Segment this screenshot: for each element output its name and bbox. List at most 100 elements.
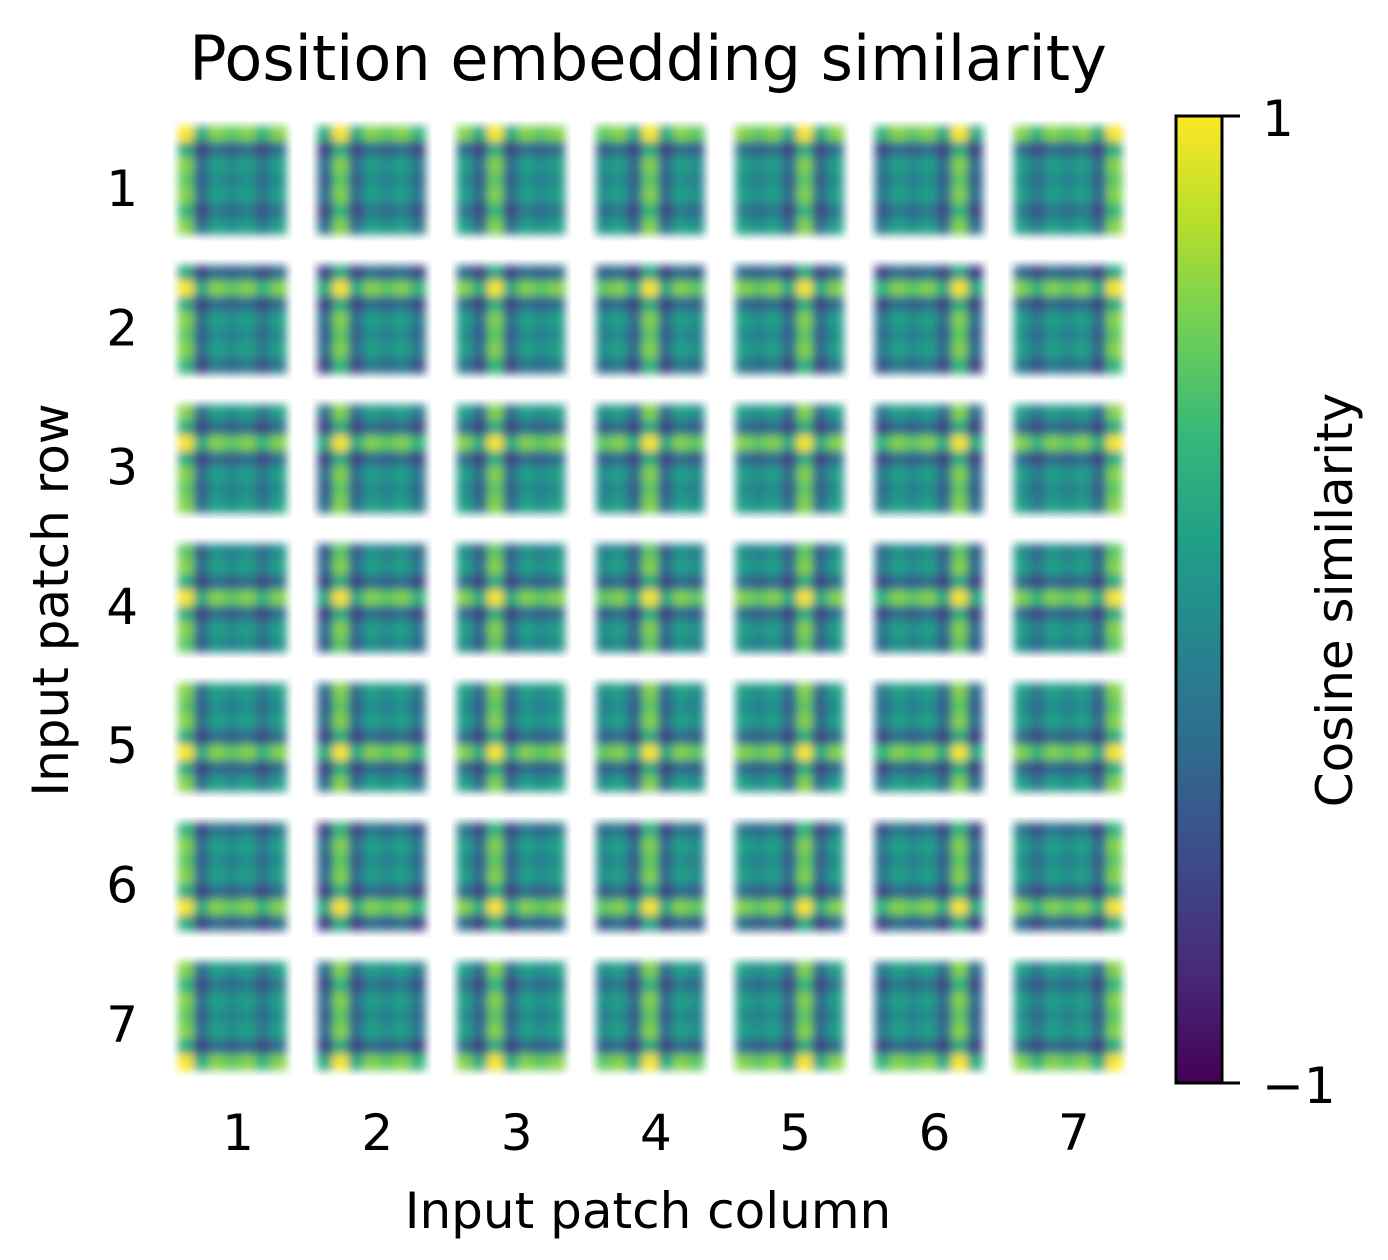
heatmap-pixel [379,311,396,328]
heatmap-pixel [1075,1008,1092,1025]
heatmap-pixel [889,744,906,761]
heatmap-pixel [611,342,628,359]
heatmap-pixel [951,327,968,344]
heatmap-pixel [255,296,272,313]
heatmap-pixel [379,497,396,514]
heatmap-pixel [951,218,968,235]
heatmap-pixel [502,265,519,282]
heatmap-pixel [595,481,612,498]
heatmap-pixel [750,543,767,560]
heatmap-pixel [518,1054,535,1071]
heatmap-pixel [812,1038,829,1055]
heatmap-pixel [1106,187,1123,204]
heatmap-pixel [255,744,272,761]
heatmap-pixel [394,683,411,700]
heatmap-pixel [889,265,906,282]
heatmap-pixel [255,837,272,854]
heatmap-pixel [642,203,659,220]
heatmap-pixel [379,853,396,870]
heatmap-pixel [1060,1054,1077,1071]
heatmap-pixel [967,481,984,498]
heatmap-pixel [688,590,705,607]
heatmap-pixel [1090,698,1107,715]
heatmap-pixel [812,296,829,313]
heatmap-pixel [951,977,968,994]
heatmap-pixel [394,187,411,204]
heatmap-pixel [920,760,937,777]
heatmap-pixel [270,683,287,700]
heatmap-pixel [951,698,968,715]
heatmap-pixel [1044,481,1061,498]
heatmap-pixel [595,1023,612,1040]
heatmap-pixel [889,280,906,297]
heatmap-pixel [549,218,566,235]
heatmap-pixel [766,621,783,638]
heatmap-pixel [920,311,937,328]
heatmap-pixel [502,729,519,746]
heatmap-pixel [178,296,195,313]
heatmap-pixel [533,126,550,143]
heatmap-pixel [735,760,752,777]
heatmap-pixel [905,187,922,204]
heatmap-pixel [379,621,396,638]
heatmap-pixel [1106,884,1123,901]
heatmap-pixel [549,203,566,220]
heatmap-pixel [905,280,922,297]
heatmap-pixel [208,327,225,344]
heatmap-pixel [642,961,659,978]
heatmap-pixel [796,435,813,452]
heatmap-pixel [905,435,922,452]
heatmap-pixel [1075,992,1092,1009]
heatmap-pixel [827,992,844,1009]
heatmap-pixel [472,559,489,576]
heatmap-pixel [611,837,628,854]
heatmap-pixel [1060,1023,1077,1040]
heatmap-pixel [487,760,504,777]
heatmap-pixel [750,977,767,994]
heatmap-pixel [487,636,504,653]
heatmap-pixel [502,466,519,483]
heatmap-pixel [920,1008,937,1025]
heatmap-pixel [1090,481,1107,498]
heatmap-pixel [1106,899,1123,916]
heatmap-pixel [688,775,705,792]
heatmap-pixel [193,1038,210,1055]
heatmap-pixel [611,574,628,591]
heatmap-pixel [208,126,225,143]
heatmap-pixel [1106,342,1123,359]
heatmap-pixel [1060,466,1077,483]
heatmap-pixel [967,1023,984,1040]
heatmap-pixel [518,915,535,932]
heatmap-pixel [936,868,953,885]
heatmap-pixel [905,621,922,638]
heatmap-pixel [611,203,628,220]
heatmap-pixel [889,729,906,746]
heatmap-pixel [549,1038,566,1055]
heatmap-pixel [502,497,519,514]
heatmap-pixel [920,729,937,746]
heatmap-pixel [936,420,953,437]
heatmap-pixel [363,497,380,514]
heatmap-pixel [224,915,241,932]
heatmap-pixel [1090,187,1107,204]
heatmap-pixel [1060,884,1077,901]
heatmap-pixel [1090,961,1107,978]
heatmap-pixel [626,884,643,901]
heatmap-pixel [951,853,968,870]
heatmap-pixel [487,899,504,916]
heatmap-pixel [611,760,628,777]
heatmap-pixel [239,868,256,885]
heatmap-pixel [178,156,195,173]
heatmap-pixel [827,884,844,901]
heatmap-pixel [735,822,752,839]
heatmap-pixel [409,775,426,792]
heatmap-pixel [673,141,690,158]
heatmap-pixel [332,683,349,700]
heatmap-pixel [967,822,984,839]
heatmap-pixel [688,218,705,235]
heatmap-pixel [549,744,566,761]
heatmap-pixel [332,218,349,235]
heatmap-pixel [270,636,287,653]
heatmap-pixel [332,915,349,932]
heatmap-cell-r4-c7 [1013,543,1123,653]
